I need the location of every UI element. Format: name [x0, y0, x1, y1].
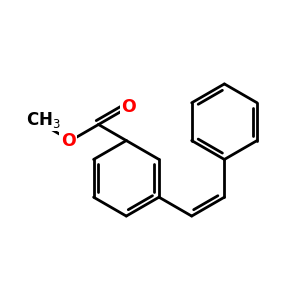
- Text: CH$_3$: CH$_3$: [26, 110, 60, 130]
- Text: O: O: [122, 98, 136, 116]
- Text: O: O: [61, 132, 75, 150]
